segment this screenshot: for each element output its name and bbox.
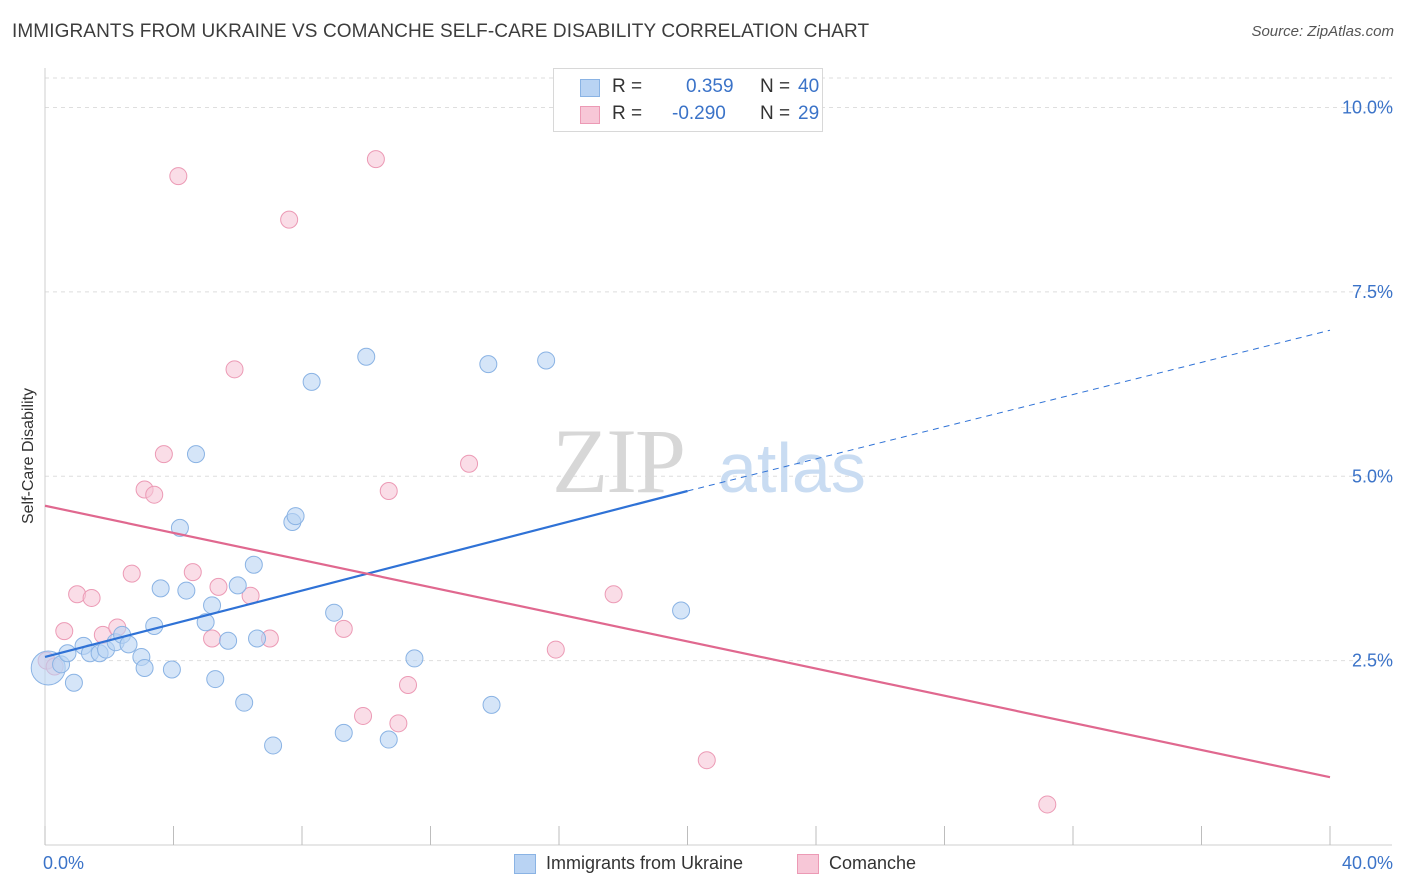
ukraine-point [177,581,196,600]
ukraine-point [151,579,170,598]
ukraine-point [672,601,691,620]
legend-n-value: 40 [798,76,820,97]
bottom-legend-label: Comanche [829,853,917,873]
chart-title: IMMIGRANTS FROM UKRAINE VS COMANCHE SELF… [12,21,870,42]
x-tick-label: 40.0% [1342,853,1393,873]
ukraine-point [537,351,556,370]
ukraine-point [170,518,189,537]
legend-r-label: R = [612,103,643,124]
comanche-point [225,360,244,379]
ukraine-point [135,659,154,677]
y-tick-label: 7.5% [1352,282,1393,302]
comanche-point [366,150,385,169]
legend-n-label: N = [760,76,791,97]
comanche-point [697,751,716,770]
comanche-point [209,577,228,596]
ukraine-point [264,736,283,755]
ukraine-point [405,649,424,668]
comanche-point [399,675,418,694]
comanche-points [37,150,1057,814]
comanche-point [280,210,299,229]
ukraine-point [228,576,247,595]
ukraine-point [219,631,238,650]
comanche-point [604,585,623,604]
ukraine-point [196,613,215,632]
comanche-trend-line [44,504,1331,779]
comanche-point [546,640,565,659]
comanche-point [55,622,74,641]
ukraine-point [186,445,205,464]
ukraine-point [334,723,353,742]
bottom-legend-swatch-pink [797,854,819,874]
ukraine-point [145,616,164,635]
ukraine-point [482,695,501,714]
ukraine-point [357,347,376,366]
ukraine-point [244,555,263,574]
ukraine-points [30,347,691,755]
watermark-atlas: atlas [718,429,866,507]
trend-lines [44,329,1331,779]
comanche-point [460,454,479,473]
bottom-legend-swatch-blue [514,854,536,874]
comanche-point [379,482,398,500]
comanche-point [203,629,222,648]
correlation-legend: R = 0.359 N = 40 R = -0.290 N = 29 [553,68,823,132]
comanche-point [1038,795,1057,814]
ukraine-point [379,730,398,749]
ukraine-point [286,507,305,526]
ukraine-point [325,603,344,622]
ukraine-point [248,629,267,648]
legend-n-label: N = [760,103,791,124]
y-tick-label: 2.5% [1352,651,1393,671]
comanche-point [145,485,164,504]
ukraine-trend-extension [687,329,1331,492]
x-tick-label: 0.0% [43,853,84,873]
bottom-legend-label: Immigrants from Ukraine [546,853,744,873]
tick-labels: 2.5% 5.0% 7.5% 10.0% 0.0% 40.0% [43,98,1393,874]
ukraine-point [64,673,83,692]
legend-n-value: 29 [798,103,820,124]
comanche-point [82,588,101,607]
comanche-point [389,714,408,733]
axes [44,68,1392,846]
watermark-zip: ZIP [552,410,684,512]
y-tick-label: 10.0% [1342,98,1393,118]
ukraine-point [302,372,321,391]
y-tick-label: 5.0% [1352,466,1393,486]
grid-lines [45,77,1392,662]
comanche-point [169,167,188,186]
legend-swatch-blue [580,79,600,97]
comanche-point [122,564,141,583]
watermark: ZIP atlas [552,410,866,512]
legend-r-label: R = [612,76,643,97]
ukraine-point [235,693,254,712]
comanche-point [183,563,202,582]
ukraine-point [162,660,181,679]
legend-r-value: -0.290 [672,103,726,124]
comanche-point [334,619,353,638]
legend-swatch-pink [580,106,600,124]
comanche-point [354,706,373,725]
ukraine-point [119,635,138,654]
legend-r-value: 0.359 [686,76,734,97]
comanche-point [154,445,173,464]
ukraine-point [479,355,498,374]
ukraine-point [206,670,225,689]
chart-source: Source: ZipAtlas.com [1251,23,1394,40]
